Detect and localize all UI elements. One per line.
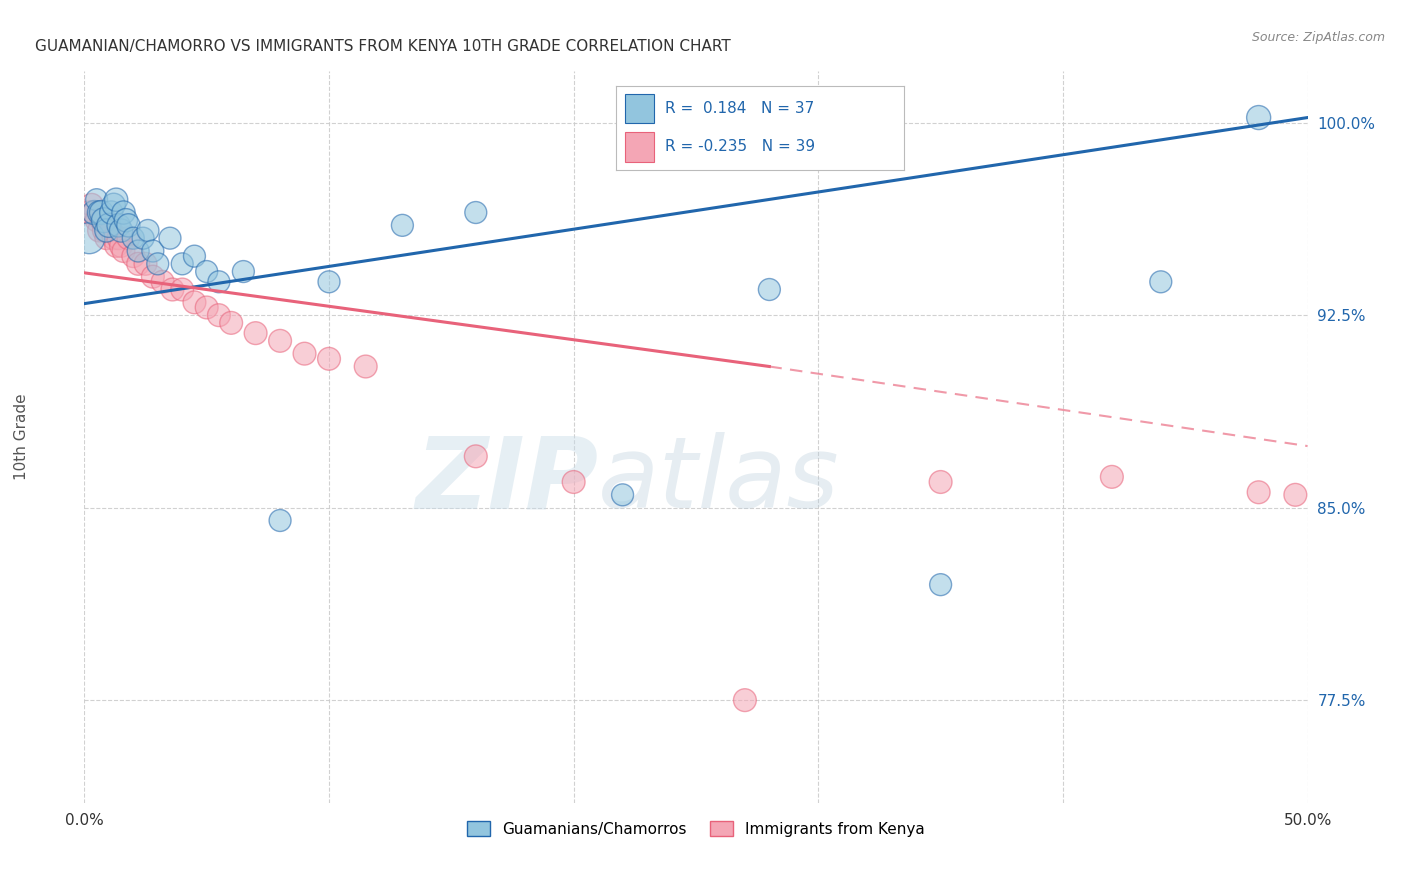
Point bbox=[93, 213, 115, 227]
Point bbox=[103, 198, 125, 212]
Point bbox=[464, 205, 486, 219]
Point bbox=[183, 249, 205, 263]
Point bbox=[208, 275, 231, 289]
Point bbox=[183, 295, 205, 310]
Legend: Guamanians/Chamorros, Immigrants from Kenya: Guamanians/Chamorros, Immigrants from Ke… bbox=[461, 814, 931, 843]
Point bbox=[100, 205, 122, 219]
Point bbox=[142, 269, 165, 284]
Point bbox=[86, 193, 108, 207]
Point bbox=[152, 275, 174, 289]
Point bbox=[87, 205, 110, 219]
Point bbox=[294, 346, 316, 360]
Point bbox=[112, 205, 135, 219]
Point bbox=[117, 219, 139, 233]
Point bbox=[93, 223, 115, 237]
Y-axis label: 10th Grade: 10th Grade bbox=[14, 393, 28, 481]
Point bbox=[245, 326, 267, 340]
Text: Source: ZipAtlas.com: Source: ZipAtlas.com bbox=[1251, 31, 1385, 45]
Point bbox=[105, 239, 128, 253]
Text: atlas: atlas bbox=[598, 433, 839, 530]
Point bbox=[1150, 275, 1173, 289]
Point bbox=[612, 488, 634, 502]
Point bbox=[127, 257, 149, 271]
Point bbox=[391, 219, 413, 233]
Point bbox=[127, 244, 149, 258]
Point bbox=[77, 231, 100, 245]
Point bbox=[219, 316, 242, 330]
Point bbox=[208, 308, 231, 322]
Point bbox=[122, 249, 145, 263]
Point bbox=[929, 577, 952, 591]
Point bbox=[146, 257, 169, 271]
Point bbox=[136, 223, 159, 237]
Point bbox=[318, 351, 340, 366]
Point bbox=[734, 693, 756, 707]
Point bbox=[159, 231, 181, 245]
Point bbox=[929, 475, 952, 489]
Point bbox=[107, 231, 129, 245]
Point bbox=[86, 213, 108, 227]
Point bbox=[103, 231, 125, 245]
Point bbox=[100, 223, 122, 237]
Point bbox=[107, 219, 129, 233]
Point bbox=[96, 223, 118, 237]
Point bbox=[80, 198, 103, 212]
Point bbox=[464, 450, 486, 464]
Point bbox=[97, 219, 120, 233]
Point bbox=[77, 205, 100, 219]
Point bbox=[122, 231, 145, 245]
Point bbox=[195, 301, 218, 315]
Text: GUAMANIAN/CHAMORRO VS IMMIGRANTS FROM KENYA 10TH GRADE CORRELATION CHART: GUAMANIAN/CHAMORRO VS IMMIGRANTS FROM KE… bbox=[35, 38, 731, 54]
Point bbox=[232, 264, 254, 278]
Point bbox=[142, 244, 165, 258]
Point bbox=[162, 283, 184, 297]
Point bbox=[132, 231, 155, 245]
Point bbox=[110, 239, 132, 253]
Point bbox=[172, 283, 194, 297]
Point bbox=[354, 359, 377, 374]
Point bbox=[318, 275, 340, 289]
Point bbox=[110, 223, 132, 237]
Point bbox=[1247, 111, 1270, 125]
Point bbox=[90, 213, 112, 227]
Point bbox=[195, 264, 218, 278]
Point bbox=[1284, 488, 1306, 502]
Point bbox=[115, 213, 138, 227]
Point bbox=[135, 257, 157, 271]
Point bbox=[269, 334, 291, 348]
Point bbox=[758, 283, 780, 297]
Point bbox=[90, 205, 112, 219]
Point bbox=[83, 205, 105, 219]
Point bbox=[269, 514, 291, 528]
Point bbox=[112, 244, 135, 258]
Point bbox=[97, 219, 120, 233]
Point bbox=[172, 257, 194, 271]
Text: ZIP: ZIP bbox=[415, 433, 598, 530]
Point bbox=[87, 223, 110, 237]
Point bbox=[117, 231, 139, 245]
Point bbox=[83, 205, 105, 219]
Point bbox=[562, 475, 585, 489]
Point bbox=[1247, 485, 1270, 500]
Point bbox=[1101, 470, 1123, 484]
Point bbox=[105, 193, 128, 207]
Point bbox=[96, 231, 118, 245]
